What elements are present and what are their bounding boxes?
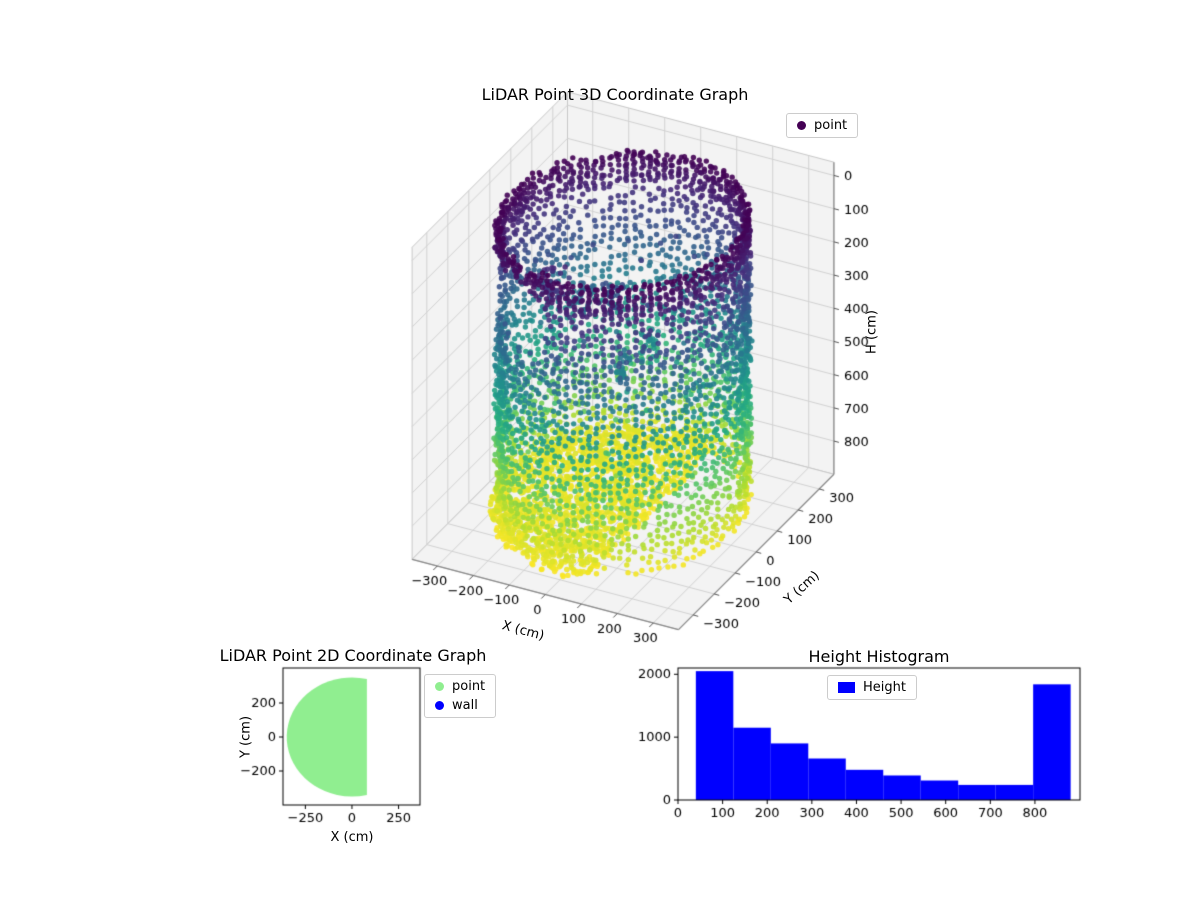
chart-3d-legend: point <box>786 113 859 138</box>
point-marker-icon <box>435 682 444 691</box>
height-marker-icon <box>838 682 855 693</box>
legend-item-point: point <box>797 118 847 133</box>
chart-2d-title: LiDAR Point 2D Coordinate Graph <box>219 646 487 665</box>
point-marker-icon <box>797 121 806 130</box>
chart-2d-legend: point wall <box>424 674 497 718</box>
histogram-legend: Height <box>827 675 917 700</box>
legend-label: point <box>452 679 486 694</box>
chart-3d-zlabel: H (cm) <box>864 310 880 354</box>
legend-label: point <box>814 118 848 133</box>
chart-2d-ylabel: Y (cm) <box>238 715 254 759</box>
chart-2d-xlabel: X (cm) <box>330 830 374 845</box>
legend-label: Height <box>863 680 906 695</box>
legend-item-wall: wall <box>435 698 485 713</box>
legend-item-point: point <box>435 679 485 694</box>
histogram-title: Height Histogram <box>808 647 950 666</box>
legend-item-height: Height <box>838 680 906 695</box>
chart-3d-title: LiDAR Point 3D Coordinate Graph <box>481 85 749 104</box>
legend-label: wall <box>452 698 478 713</box>
wall-marker-icon <box>435 701 444 710</box>
